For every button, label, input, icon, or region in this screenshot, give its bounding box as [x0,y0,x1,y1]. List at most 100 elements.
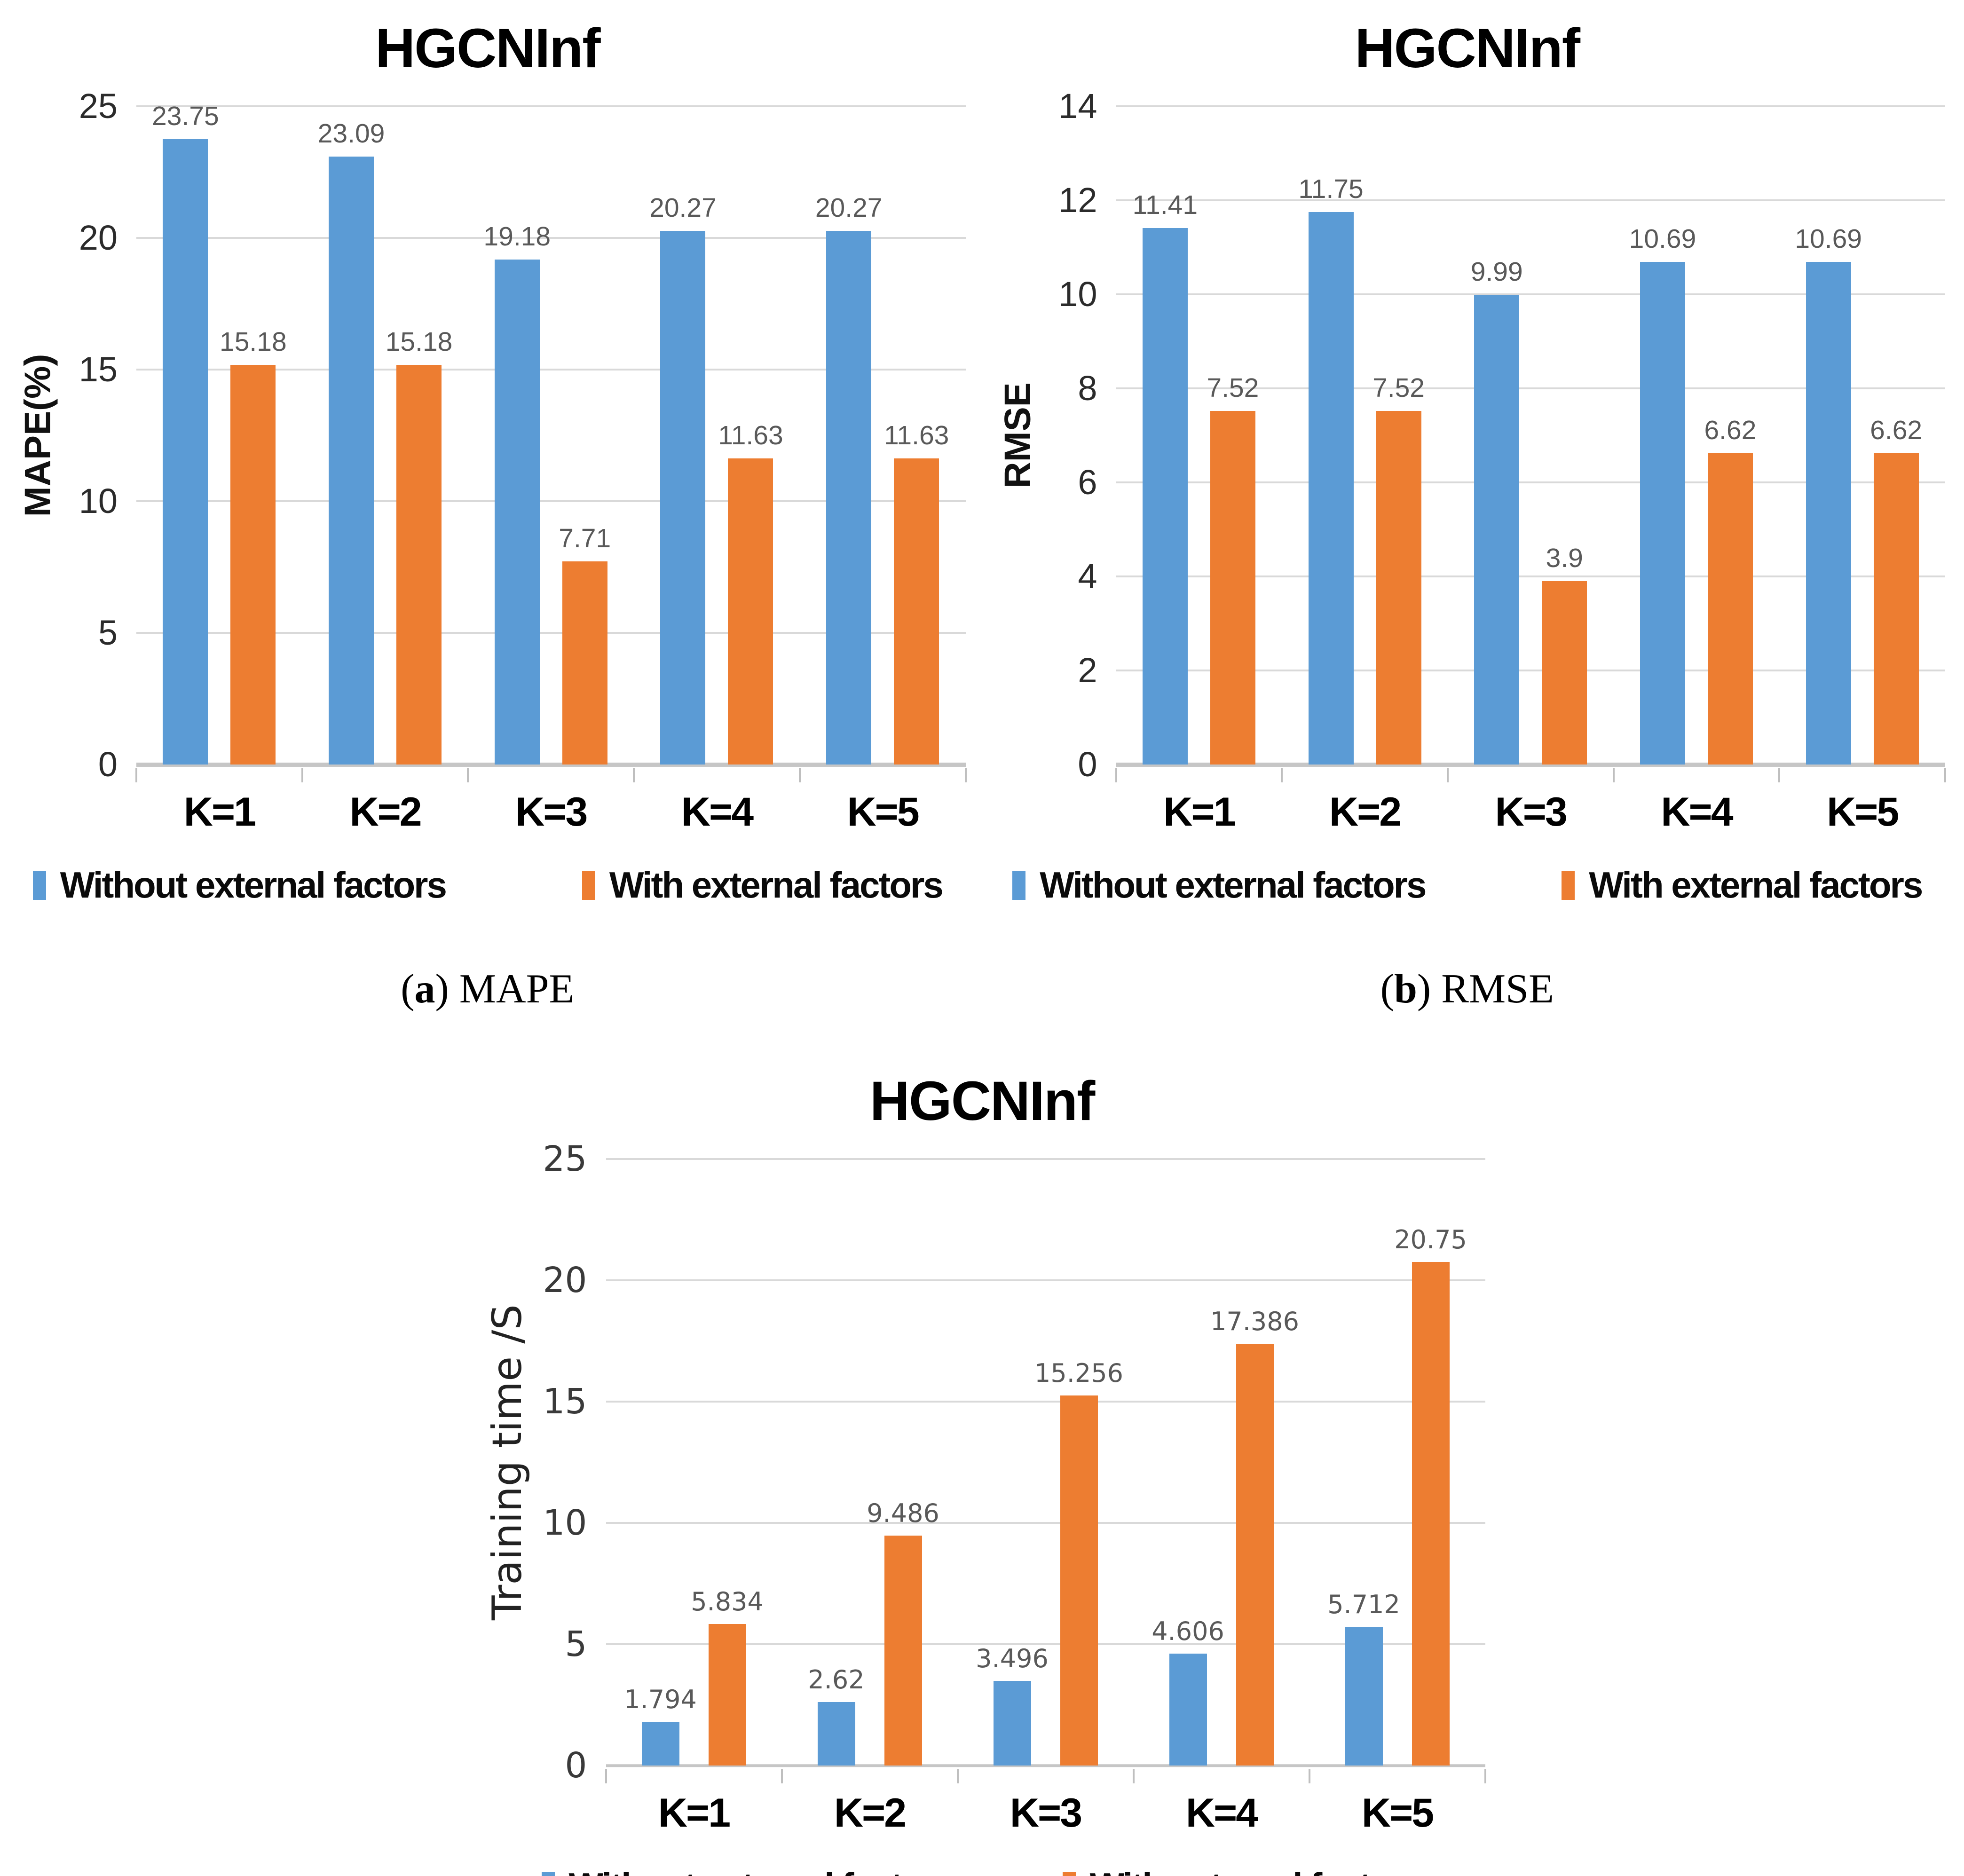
bar-series-1: 11.41 [1133,190,1198,765]
bar-series-1: 5.712 [1327,1590,1400,1766]
x-category-label: K=5 [1827,789,1899,835]
x-axis-tick [1778,768,1781,782]
legend-label: Without external factors [569,1865,956,1876]
bar-group: 2.62 9.486 [782,1159,958,1766]
x-category-label: K=2 [1329,789,1402,835]
bar-series-1: 19.18 [483,221,551,765]
x-axis-tick [1484,1769,1486,1783]
bar-series-2: 7.71 [559,523,611,765]
bar-value-label: 11.63 [883,420,949,450]
bar-groups: 11.41 7.52 11.75 7.52 9.99 3.9 10.69 6.62 10.69 6… [1116,106,1946,765]
y-tick-column: 0 5 10 15 20 25 [536,1142,606,1783]
y-axis-label: RMSE [996,382,1038,489]
bar-value-label: 6.62 [1870,415,1923,445]
y-tick-label: 0 [1078,745,1097,784]
bar-value-label: 5.834 [691,1586,764,1616]
bar-value-label: 20.75 [1394,1225,1467,1255]
bar-value-label: 7.52 [1207,373,1259,403]
bar-value-label: 17.386 [1210,1306,1299,1336]
x-axis-labels: K=1 K=2 K=3 K=4 K=5 [9,789,966,836]
gridline [1116,293,1945,295]
x-axis-tick [1612,768,1615,782]
legend-item: With external factors [582,864,944,906]
chart-title: HGCNInf [375,17,601,79]
y-tick-label: 14 [1058,87,1097,126]
gridline [1116,199,1945,201]
bar-series-1: 23.09 [318,118,385,765]
y-tick-label: 10 [1058,275,1097,314]
legend-item: Without external factors [541,1865,956,1876]
chart-mape: HGCNInf MAPE(%) 0 5 10 15 20 25 23.75 15.18 23.09 1… [9,12,967,1013]
bar-series-2: 15.18 [386,327,452,765]
bar-group: 9.99 3.9 [1448,106,1614,765]
y-tick-label: 6 [1078,463,1097,502]
y-tick-label: 2 [1078,651,1097,690]
bar-series-2: 7.52 [1372,373,1425,765]
chart-body: Training time /S 0 5 10 15 20 25 1.794 5.834 2.62… [479,1142,1486,1783]
bar-group: 11.75 7.52 [1282,106,1448,765]
gridline [136,632,966,634]
x-axis-line [606,1764,1485,1767]
gridline [1116,105,1945,107]
y-axis-label: MAPE(%) [16,354,58,517]
y-axis-label: Training time /S [483,1304,531,1620]
legend-item: Without external factors [1012,864,1427,906]
y-tick-label: 10 [79,481,118,520]
x-category-label: K=2 [834,1790,907,1836]
bar-series-2: 15.18 [220,327,287,765]
chart-title: HGCNInf [869,1070,1096,1132]
chart-rmse: HGCNInf RMSE 0 2 4 6 8 10 12 14 11.41 7.52 11.75 7.52… [989,12,1946,1013]
bar-series-1: 20.27 [815,193,882,765]
bar-series-1: 2.62 [808,1665,865,1766]
x-axis-labels: K=1 K=2 K=3 K=4 K=5 [479,1790,1485,1837]
bar-group: 11.41 7.52 [1116,106,1282,765]
bar-series-2: 17.386 [1210,1307,1299,1766]
gridline [606,1401,1485,1403]
bar-value-label: 23.75 [152,101,219,131]
gridline [606,1522,1485,1524]
x-axis-tick [781,1769,783,1783]
y-tick-label: 20 [543,1260,587,1301]
x-category-label: K=1 [1163,789,1236,835]
gridline [1116,387,1945,389]
bar-group: 19.18 7.71 [468,106,634,765]
y-tick-label: 15 [79,350,118,389]
y-tick-label: 15 [543,1381,587,1422]
x-axis-tick [467,768,469,782]
chart-training-time: HGCNInf Training time /S 0 5 10 15 20 25 1.794 5.… [479,1064,1486,1876]
y-tick-column: 0 5 10 15 20 25 [66,89,136,782]
bar-group: 23.09 15.18 [302,106,468,765]
y-tick-column: 0 2 4 6 8 10 12 14 [1046,89,1116,782]
legend-label: With external factors [609,864,944,906]
bar-series-1: 9.99 [1471,257,1523,765]
legend-item: Without external factors [32,864,447,906]
bar-value-label: 10.69 [1629,224,1696,254]
x-axis-tick [1944,768,1946,782]
x-category-label: K=3 [515,789,588,835]
bar-value-label: 15.18 [220,326,287,357]
y-tick-label: 5 [565,1624,587,1664]
caption-label: MAPE [459,966,575,1012]
legend: Without external factors With external fa… [479,1865,1485,1876]
chart-body: MAPE(%) 0 5 10 15 20 25 23.75 15.18 23.09 15.18 19.… [9,89,967,782]
x-category-label: K=1 [658,1790,731,1836]
y-tick-label: 12 [1058,181,1097,220]
bar-series-1: 23.75 [152,101,219,765]
bottom-row: HGCNInf Training time /S 0 5 10 15 20 25 1.794 5.… [0,1013,1964,1876]
x-axis-line [136,762,966,767]
bar-value-label: 15.18 [385,326,453,357]
x-category-label: K=4 [1185,1790,1258,1836]
y-tick-label: 4 [1078,557,1097,596]
gridline [1116,575,1945,577]
y-tick-label: 5 [98,613,118,652]
bar-value-label: 6.62 [1704,415,1757,445]
legend-marker-series-1 [32,870,46,900]
x-axis-tick [1115,768,1117,782]
bar-series-2: 6.62 [1870,415,1922,765]
bar-value-label: 20.27 [815,192,883,223]
x-category-label: K=2 [349,789,422,835]
x-axis-tick [1308,1769,1310,1783]
x-axis-tick [1132,1769,1135,1783]
x-axis-tick [798,768,801,782]
bar-value-label: 15.256 [1034,1358,1123,1388]
